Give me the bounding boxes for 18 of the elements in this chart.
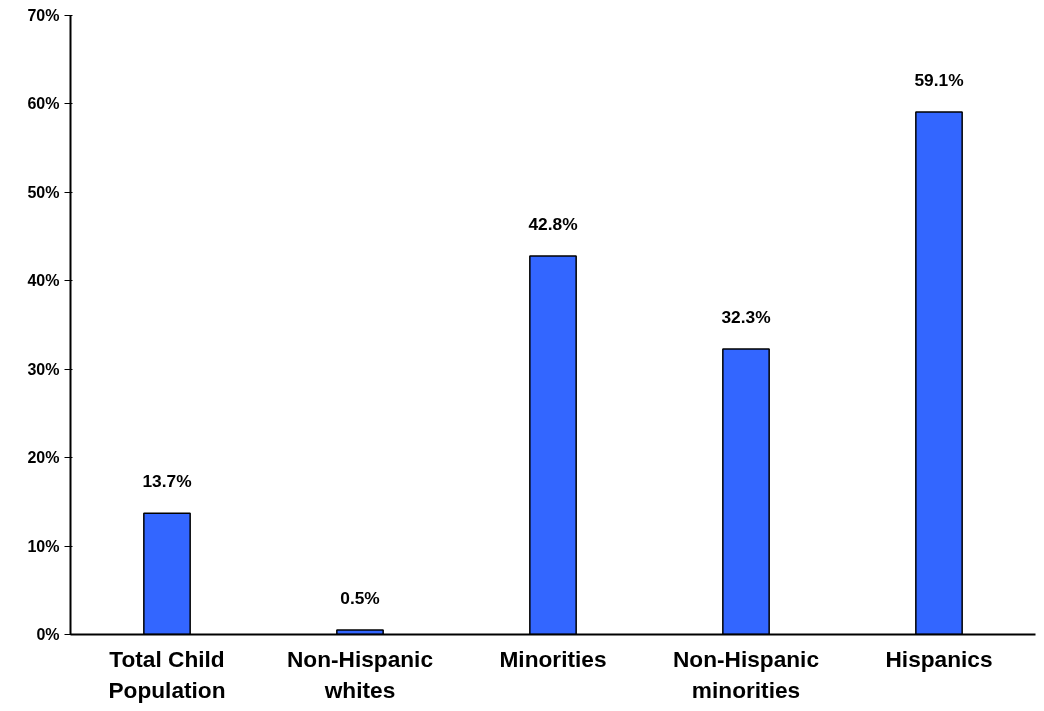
data-label: 13.7% xyxy=(142,471,192,492)
x-tick-label: Non-Hispanic minorities xyxy=(672,645,820,703)
data-label: 32.3% xyxy=(721,306,771,327)
y-tick-label: 30% xyxy=(27,360,60,378)
y-tick-label: 70% xyxy=(27,7,60,24)
x-tick-label: Non-Hispanic whites xyxy=(286,645,434,703)
y-tick-label: 40% xyxy=(27,272,60,290)
y-tick-label: 0% xyxy=(36,626,60,643)
x-tick-label: Hispanics xyxy=(885,645,993,672)
x-tick-label: Minorities xyxy=(499,645,607,672)
data-label: 0.5% xyxy=(340,588,380,609)
x-tick-label: Total Child Population xyxy=(108,645,226,703)
data-label: 42.8% xyxy=(528,214,578,235)
y-tick-label: 20% xyxy=(27,449,60,467)
y-tick-label: 50% xyxy=(27,183,60,201)
y-tick-label: 60% xyxy=(27,95,60,113)
data-label: 59.1% xyxy=(914,69,964,90)
y-tick-label: 10% xyxy=(27,537,60,555)
